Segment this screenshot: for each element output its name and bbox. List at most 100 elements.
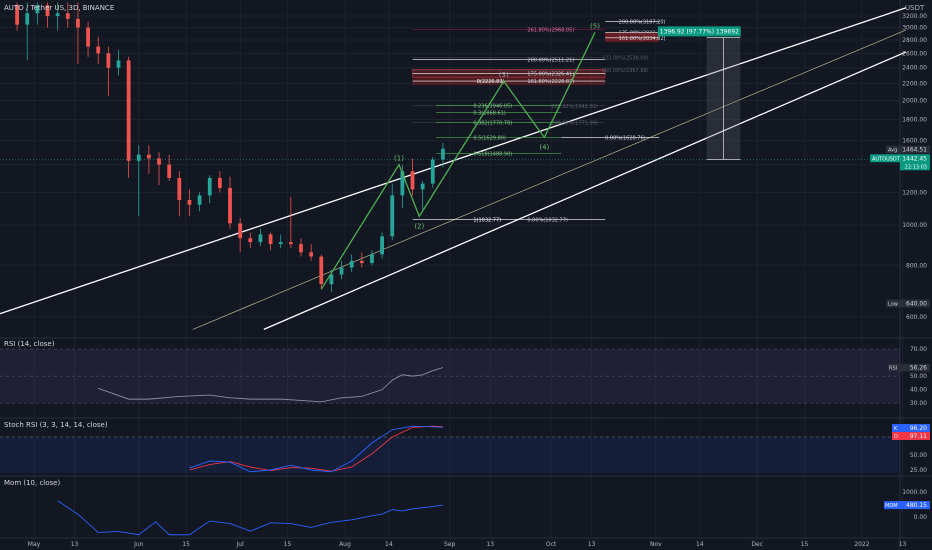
faint-level-label: 200.00%(2367.98) [602, 68, 649, 74]
candle-body[interactable] [278, 242, 283, 245]
stoch-k-badge-bg [892, 424, 930, 432]
candle-body[interactable] [15, 5, 20, 25]
symbol-title: AUTO / Tether US, 3D, BINANCE [4, 4, 115, 12]
candle-body[interactable] [380, 236, 384, 255]
elliott-wave-label: (3) [499, 71, 509, 79]
candle-body[interactable] [147, 154, 151, 159]
candle-body[interactable] [207, 177, 212, 196]
mom-line[interactable] [57, 500, 443, 536]
candle-body[interactable] [167, 164, 172, 178]
candle-body[interactable] [126, 60, 131, 161]
candle-body[interactable] [319, 256, 324, 285]
elliott-wave-label: (1) [394, 155, 404, 163]
stoch-k-badge: K [894, 426, 898, 432]
candle-body[interactable] [349, 260, 354, 268]
x-tick-label: 14 [696, 541, 704, 548]
candle-body[interactable] [420, 183, 425, 190]
candle-body[interactable] [157, 158, 161, 165]
candle-body[interactable] [309, 252, 314, 257]
candle-body[interactable] [25, 13, 30, 25]
rsi-axis-tick: 40.00 [910, 387, 927, 394]
candle-body[interactable] [400, 171, 405, 196]
candle-body[interactable] [106, 53, 111, 68]
stoch-rsi-pane[interactable]: 50.00 25.00 K 96.20 D 97.11 [0, 424, 930, 474]
candle-body[interactable] [339, 267, 344, 275]
rsi-badge-bg [888, 363, 900, 372]
stoch-pane-title: Stoch RSI (3, 3, 14, 14, close) [4, 421, 108, 429]
candle-body[interactable] [76, 18, 80, 28]
x-tick-label: 15 [182, 541, 190, 548]
candle-body[interactable] [65, 13, 70, 19]
y-tick-label: 1800.00 [902, 116, 927, 123]
channel-upper-line[interactable] [0, 7, 907, 317]
fib-extension-label: 161.80%(2228.83) [527, 79, 574, 85]
x-tick-label: 13 [899, 541, 907, 548]
price-tag-value-bg [900, 299, 930, 308]
candle-body[interactable] [430, 159, 435, 184]
fib-extension-label: 0.00%(1032.77) [527, 217, 568, 223]
y-tick-label: 1600.00 [902, 138, 927, 145]
candle-body[interactable] [197, 195, 202, 205]
candle-body[interactable] [268, 234, 273, 245]
mom-axis-tick: 0.00 [914, 514, 928, 521]
mom-value-bg [900, 501, 930, 510]
projection-label-box [657, 26, 741, 37]
fib-retracement-label: 0.382(1770.70) [473, 120, 512, 126]
candle-body[interactable] [35, 5, 40, 14]
candle-body[interactable] [116, 60, 121, 68]
stoch-d-line[interactable] [189, 425, 443, 472]
price-tag-name: Avg [888, 148, 897, 154]
fib-anchor-label: 0(2226.83) [477, 79, 505, 85]
channel-middle-line[interactable] [192, 29, 907, 330]
x-tick-label: 14 [385, 541, 393, 548]
candle-body[interactable] [288, 242, 293, 245]
stoch-k-line[interactable] [189, 425, 443, 473]
candle-body[interactable] [45, 5, 50, 17]
candle-body[interactable] [390, 195, 395, 237]
candle-body[interactable] [217, 177, 222, 188]
channel-lower-line[interactable] [263, 51, 907, 331]
candle-body[interactable] [248, 238, 253, 243]
candle-body[interactable] [359, 260, 364, 264]
stoch-d-badge-bg [892, 432, 930, 440]
candle-body[interactable] [86, 27, 90, 47]
y-tick-label: 3200.00 [902, 13, 927, 20]
candle-body[interactable] [258, 234, 263, 243]
candle-body[interactable] [410, 171, 415, 190]
stoch-k-value: 96.20 [910, 425, 927, 432]
x-tick-label: Oct [546, 541, 557, 548]
candle-body[interactable] [329, 274, 334, 285]
fib-start-label: 1(1032.77) [473, 217, 501, 223]
main-price-pane[interactable]: 261.80%(2968.05) 200.00%(2511.21) 175.00%(… [0, 2, 907, 331]
x-tick-label: 2022 [854, 541, 869, 548]
rsi-pane-title: RSI (14, close) [4, 340, 55, 348]
y-tick-label: 3000.00 [902, 25, 927, 32]
rsi-line[interactable] [98, 367, 444, 403]
y-tick-label: 1000.00 [902, 222, 927, 229]
candle-body[interactable] [441, 148, 445, 160]
rsi-pane[interactable]: 70.00 50.00 40.00 30.00 RSI 56.26 [0, 346, 930, 407]
symbol-tag-bg [870, 154, 900, 163]
rsi-badge: RSI [889, 366, 897, 372]
elliott-wave-label: (2) [414, 222, 424, 230]
momentum-pane[interactable]: 1000.00 0.00 MOM 480.15 [57, 489, 930, 536]
y-tick-label: 600.00 [906, 314, 927, 321]
elliott-wave-path[interactable] [320, 32, 596, 290]
candle-body[interactable] [370, 254, 374, 264]
candle-body[interactable] [96, 46, 101, 54]
candle-body[interactable] [187, 200, 192, 205]
elliott-wave-label: (4) [539, 143, 549, 151]
price-tag-value: 640.00 [906, 300, 927, 307]
candle-body[interactable] [136, 154, 141, 161]
candle-body[interactable] [55, 13, 60, 16]
x-tick-label: 15 [801, 541, 809, 548]
candle-body[interactable] [299, 244, 303, 253]
candle-body[interactable] [177, 177, 182, 201]
price-tag-name-bg [886, 145, 900, 154]
wave5-target-label: 0.00%(1628.76) [605, 135, 646, 141]
candle-body[interactable] [238, 223, 243, 239]
x-tick-label: Aug [339, 541, 351, 548]
candle-body[interactable] [228, 187, 232, 224]
stoch-d-badge: D [894, 434, 898, 440]
